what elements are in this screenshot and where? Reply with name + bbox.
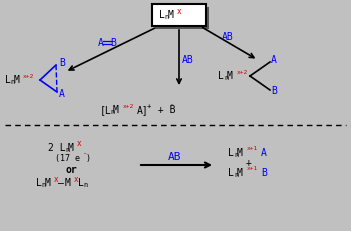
Text: B: B (261, 168, 267, 178)
Text: L: L (228, 148, 234, 158)
Text: x+1: x+1 (247, 167, 258, 171)
Text: x: x (77, 140, 82, 149)
Text: A: A (261, 148, 267, 158)
Text: x: x (74, 174, 79, 183)
Text: B: B (110, 38, 116, 48)
Text: (17 e: (17 e (55, 154, 80, 162)
Text: AB: AB (168, 152, 181, 162)
Text: M: M (14, 75, 20, 85)
Text: + B: + B (152, 105, 176, 115)
Text: n: n (110, 109, 114, 115)
Text: n: n (41, 182, 45, 188)
Text: ⁻: ⁻ (82, 152, 86, 158)
Text: x+2: x+2 (123, 103, 134, 109)
Text: n: n (224, 75, 228, 81)
Text: n: n (10, 79, 14, 85)
Text: x: x (177, 6, 181, 15)
Text: M: M (227, 71, 233, 81)
Text: A: A (59, 89, 65, 99)
Text: n: n (83, 182, 87, 188)
FancyBboxPatch shape (155, 7, 209, 29)
Text: L: L (228, 168, 234, 178)
Text: x+2: x+2 (23, 73, 34, 79)
Text: L: L (159, 10, 165, 20)
Text: n: n (234, 172, 238, 178)
Text: A: A (98, 38, 104, 48)
Text: L: L (5, 75, 11, 85)
Text: +: + (147, 103, 151, 109)
Text: M: M (168, 10, 174, 20)
Text: x+1: x+1 (247, 146, 258, 152)
Text: B: B (271, 86, 277, 96)
Text: M: M (68, 143, 74, 153)
Text: n: n (164, 14, 168, 20)
Text: +: + (246, 158, 252, 168)
Text: ⁻: ⁻ (169, 103, 173, 109)
Text: [L: [L (100, 105, 112, 115)
Text: or: or (65, 165, 77, 175)
Text: M: M (45, 178, 51, 188)
Text: M: M (237, 168, 243, 178)
Text: —: — (58, 178, 64, 188)
Text: x+2: x+2 (237, 70, 248, 75)
Text: n: n (65, 147, 69, 153)
Text: B: B (59, 58, 65, 68)
Text: M: M (113, 105, 119, 115)
Text: x: x (54, 174, 59, 183)
Text: L: L (78, 178, 84, 188)
Text: AB: AB (182, 55, 194, 65)
Text: L: L (218, 71, 224, 81)
FancyBboxPatch shape (152, 4, 206, 26)
Text: 2 L: 2 L (48, 143, 66, 153)
Text: M: M (65, 178, 71, 188)
Text: L: L (36, 178, 42, 188)
Text: A: A (271, 55, 277, 65)
Text: n: n (234, 152, 238, 158)
Text: AB: AB (222, 32, 234, 42)
Text: M: M (237, 148, 243, 158)
Text: A]: A] (137, 105, 149, 115)
Text: ): ) (86, 154, 91, 162)
